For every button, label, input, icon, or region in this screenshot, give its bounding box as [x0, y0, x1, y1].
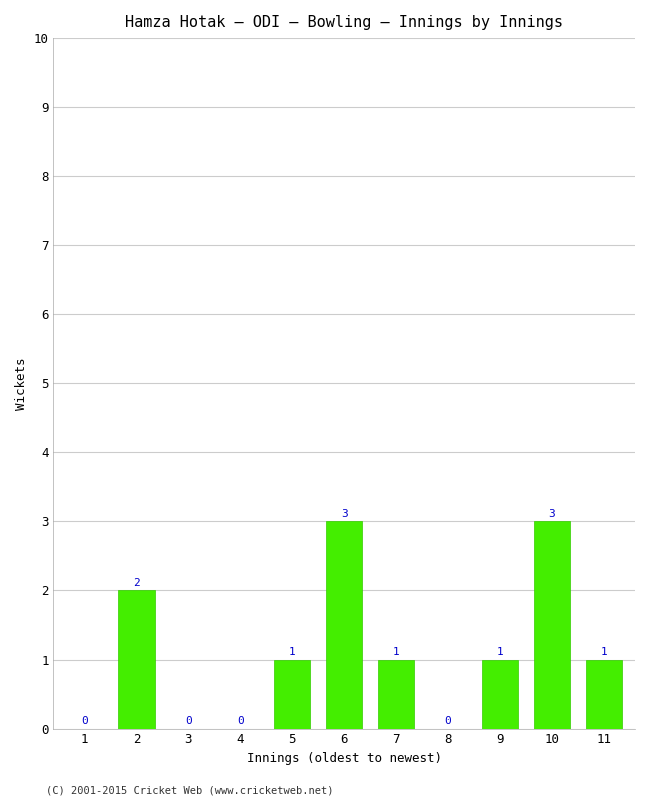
- Text: 3: 3: [341, 509, 348, 518]
- Text: 1: 1: [289, 646, 296, 657]
- Y-axis label: Wickets: Wickets: [15, 357, 28, 410]
- Bar: [534, 522, 570, 729]
- Title: Hamza Hotak – ODI – Bowling – Innings by Innings: Hamza Hotak – ODI – Bowling – Innings by…: [125, 15, 563, 30]
- Text: 0: 0: [81, 716, 88, 726]
- X-axis label: Innings (oldest to newest): Innings (oldest to newest): [247, 752, 442, 765]
- Text: 1: 1: [601, 646, 607, 657]
- Text: 0: 0: [445, 716, 452, 726]
- Text: 3: 3: [549, 509, 555, 518]
- Bar: [274, 659, 311, 729]
- Bar: [118, 590, 155, 729]
- Bar: [586, 659, 622, 729]
- Text: 1: 1: [497, 646, 503, 657]
- Text: 0: 0: [237, 716, 244, 726]
- Text: 1: 1: [393, 646, 400, 657]
- Text: (C) 2001-2015 Cricket Web (www.cricketweb.net): (C) 2001-2015 Cricket Web (www.cricketwe…: [46, 786, 333, 795]
- Bar: [378, 659, 414, 729]
- Text: 0: 0: [185, 716, 192, 726]
- Bar: [482, 659, 518, 729]
- Text: 2: 2: [133, 578, 140, 588]
- Bar: [326, 522, 363, 729]
